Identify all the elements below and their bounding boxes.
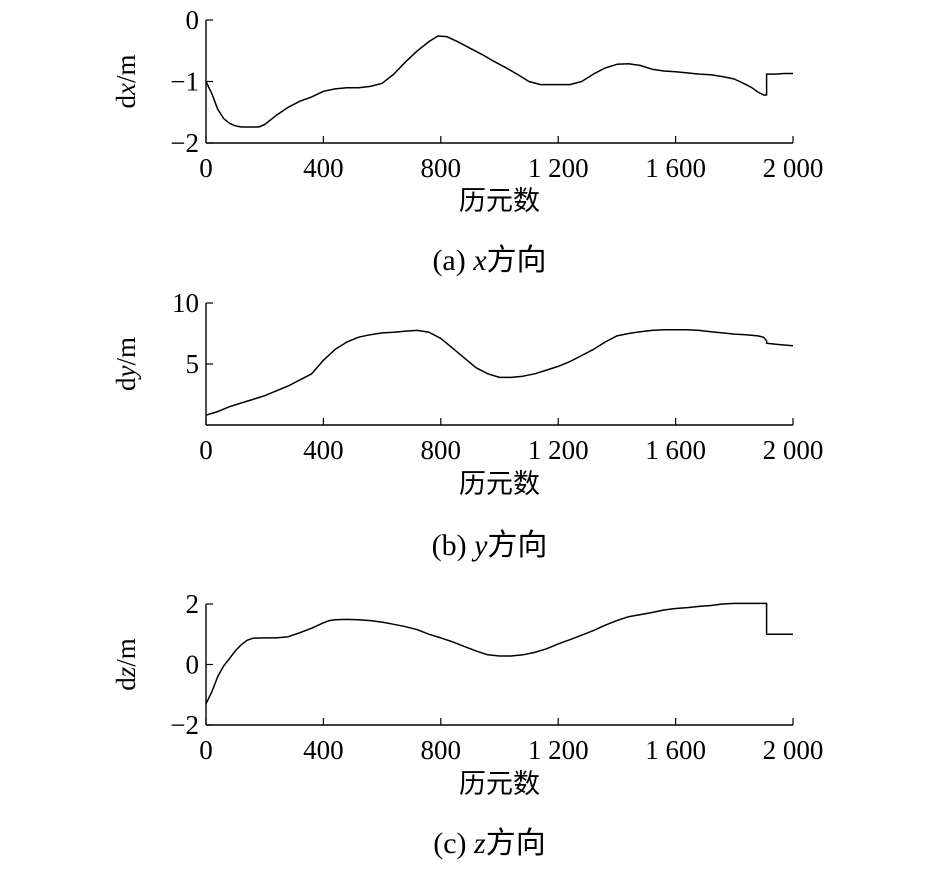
series-line — [205, 602, 793, 705]
caption-axis: x — [472, 244, 487, 277]
x-tick-label: 400 — [303, 735, 344, 765]
y-label-d: d — [111, 677, 141, 691]
series-line — [205, 329, 794, 416]
x-tick-label: 1 200 — [528, 153, 589, 183]
y-tick-label: 5 — [186, 349, 200, 379]
x-axis-label: 历元数 — [459, 469, 540, 499]
x-tick-label: 1 200 — [528, 735, 589, 765]
x-tick-label: 2 000 — [763, 435, 824, 465]
y-label-unit: /m — [111, 337, 141, 366]
panel-caption: (c) z方向 — [433, 827, 545, 860]
series-line — [205, 35, 793, 128]
y-tick-label: −1 — [170, 67, 199, 97]
y-label-axis: z — [111, 666, 141, 678]
x-tick-label: 800 — [421, 735, 462, 765]
x-tick-label: 1 600 — [645, 435, 706, 465]
y-label-axis: y — [111, 366, 141, 381]
caption-prefix: (a) — [432, 244, 473, 277]
y-axis-label: dx/m — [111, 55, 141, 109]
caption-prefix: (b) — [432, 529, 474, 562]
x-tick-label: 1 200 — [528, 435, 589, 465]
x-tick-label: 400 — [303, 153, 344, 183]
y-tick-label: 2 — [186, 589, 200, 619]
y-label-unit: /m — [111, 55, 141, 84]
x-tick-label: 800 — [421, 435, 462, 465]
y-label-unit: /m — [111, 638, 141, 667]
x-tick-label: 400 — [303, 435, 344, 465]
x-tick-label: 1 600 — [645, 735, 706, 765]
x-axis-label: 历元数 — [459, 186, 540, 216]
y-tick-label: 0 — [186, 5, 200, 35]
y-label-d: d — [111, 95, 141, 109]
x-tick-label: 0 — [199, 735, 213, 765]
caption-prefix: (c) — [433, 827, 474, 860]
y-label-d: d — [111, 377, 141, 391]
panel-caption: (b) y方向 — [432, 529, 548, 562]
caption-suffix: 方向 — [487, 244, 547, 277]
y-tick-label: −2 — [170, 128, 199, 158]
x-tick-label: 2 000 — [763, 153, 824, 183]
caption-suffix: 方向 — [487, 529, 547, 562]
y-axis-label: dz/m — [111, 638, 141, 691]
y-axis-label: dy/m — [111, 337, 141, 391]
x-tick-label: 0 — [199, 435, 213, 465]
y-label-axis: x — [111, 83, 141, 96]
x-tick-label: 1 600 — [645, 153, 706, 183]
panel-caption: (a) x方向 — [432, 244, 546, 277]
y-tick-label: −2 — [170, 710, 199, 740]
x-tick-label: 0 — [199, 153, 213, 183]
y-tick-label: 0 — [186, 650, 200, 680]
caption-axis: z — [473, 827, 486, 860]
x-tick-label: 2 000 — [763, 735, 824, 765]
caption-suffix: 方向 — [486, 827, 546, 860]
y-tick-label: 10 — [172, 288, 199, 318]
x-axis-label: 历元数 — [459, 769, 540, 799]
caption-axis: y — [471, 529, 488, 562]
x-tick-label: 800 — [421, 153, 462, 183]
